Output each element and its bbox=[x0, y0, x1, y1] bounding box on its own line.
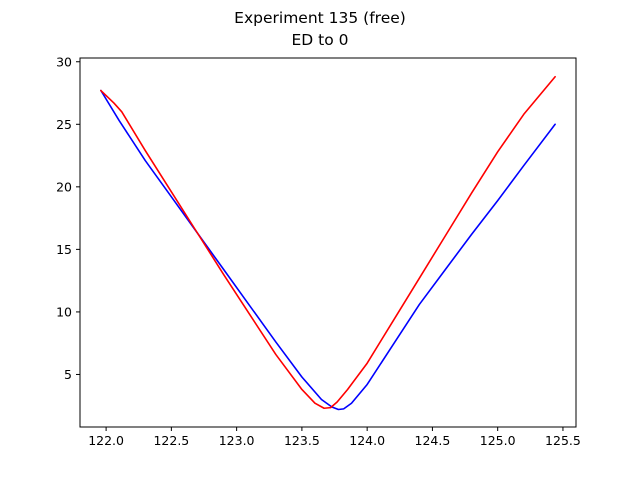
x-axis: 122.0 122.5 123.0 123.5 124.0 124.5 125.0 125.5 bbox=[88, 427, 581, 448]
x-tick-label: 123.5 bbox=[284, 433, 320, 448]
x-tick-label: 123.0 bbox=[219, 433, 255, 448]
series-line-0 bbox=[100, 89, 556, 411]
x-tick-label: 125.5 bbox=[545, 433, 581, 448]
series-layer bbox=[100, 75, 556, 411]
y-tick-label: 15 bbox=[56, 242, 72, 257]
y-tick-label: 20 bbox=[56, 179, 72, 194]
x-tick-label: 124.5 bbox=[415, 433, 451, 448]
y-tick-label: 10 bbox=[56, 304, 72, 319]
series-line-1 bbox=[100, 75, 556, 410]
y-tick-label: 5 bbox=[64, 367, 72, 382]
x-tick-label: 124.0 bbox=[349, 433, 385, 448]
x-tick-label: 122.5 bbox=[153, 433, 189, 448]
x-tick-label: 125.0 bbox=[480, 433, 516, 448]
plot-frame bbox=[79, 57, 577, 428]
chart-title: Experiment 135 (free) bbox=[234, 9, 406, 27]
y-tick-label: 25 bbox=[56, 117, 72, 132]
y-axis: 5 10 15 20 25 30 bbox=[56, 54, 80, 382]
x-tick-label: 122.0 bbox=[88, 433, 124, 448]
chart-subtitle: ED to 0 bbox=[291, 31, 348, 49]
y-tick-label: 30 bbox=[56, 54, 72, 69]
